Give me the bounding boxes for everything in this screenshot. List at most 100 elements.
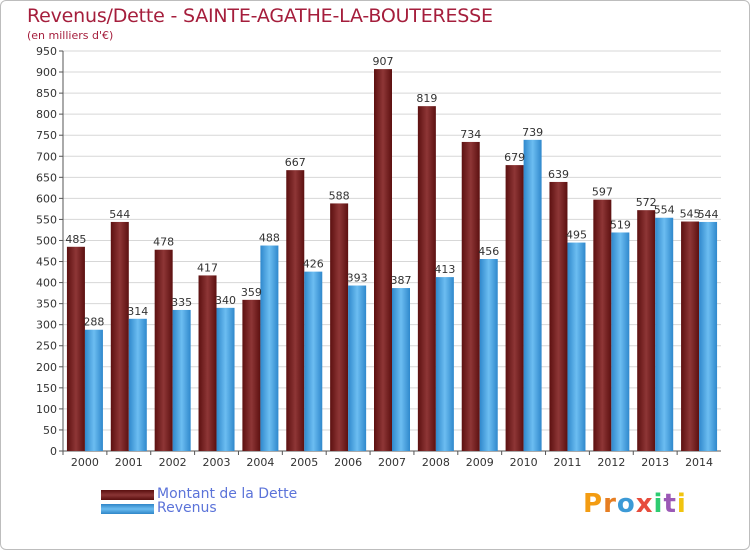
data-label-dette: 588 (329, 189, 350, 202)
data-label-dette: 819 (416, 92, 437, 105)
data-labels: 485 288 544 314 478 335 417 340 359 488 667 426 588 3… (65, 55, 718, 329)
y-tick-label: 150 (36, 382, 57, 395)
bar-revenus (216, 307, 235, 451)
data-label-dette: 679 (504, 151, 525, 164)
logo-letter: P (583, 489, 604, 519)
bar-revenus (479, 259, 498, 451)
y-tick-label: 900 (36, 66, 57, 79)
data-label-dette: 572 (636, 196, 657, 209)
legend-swatch-revenus (101, 504, 154, 514)
data-label-dette: 478 (153, 236, 174, 249)
data-label-revenus: 413 (434, 263, 455, 276)
x-tick-label: 2001 (115, 456, 143, 469)
bars (66, 69, 718, 452)
y-tick-label: 700 (36, 150, 57, 163)
data-label-dette: 907 (373, 55, 394, 68)
y-tick-label: 800 (36, 108, 57, 121)
chart-title: Revenus/Dette - SAINTE-AGATHE-LA-BOUTERE… (27, 5, 493, 27)
chart-subtitle: (en milliers d'€) (27, 29, 114, 42)
x-tick-label: 2012 (597, 456, 625, 469)
data-label-dette: 417 (197, 261, 218, 274)
bar-dette (593, 199, 612, 451)
y-tick-label: 300 (36, 319, 57, 332)
bar-dette (154, 249, 173, 451)
x-tick-label: 2005 (290, 456, 318, 469)
y-tick-label: 500 (36, 234, 57, 247)
bar-revenus (655, 217, 674, 451)
bar-revenus (611, 232, 630, 451)
data-label-revenus: 387 (391, 274, 412, 287)
data-label-revenus: 495 (566, 229, 587, 242)
bar-dette (198, 275, 217, 451)
bar-dette (110, 221, 129, 451)
logo-letter: i (676, 489, 687, 519)
y-tick-label: 450 (36, 256, 57, 269)
bar-dette (66, 246, 85, 451)
logo-letter: o (616, 489, 636, 519)
bar-revenus (392, 288, 410, 451)
x-tick-label: 2011 (553, 456, 581, 469)
x-tick-label: 2000 (71, 456, 99, 469)
y-tick-label: 400 (36, 277, 57, 290)
data-label-dette: 485 (65, 233, 86, 246)
x-tick-label: 2009 (466, 456, 494, 469)
data-label-dette: 667 (285, 156, 306, 169)
y-tick-label: 950 (36, 45, 57, 58)
data-label-revenus: 554 (654, 204, 675, 217)
axes: 0 50 100 150 200 250 300 350 400 450 500 550 600 650 7… (36, 45, 721, 469)
y-tick-label: 600 (36, 192, 57, 205)
logo-letter: i (653, 489, 664, 519)
bar-revenus (172, 309, 191, 451)
bar-dette (681, 221, 700, 451)
y-tick-label: 650 (36, 171, 57, 184)
y-tick-label: 100 (36, 403, 57, 416)
bar-dette (374, 69, 392, 452)
x-tick-label: 2003 (203, 456, 231, 469)
data-label-revenus: 488 (259, 232, 280, 245)
bar-dette (461, 141, 480, 451)
y-tick-label: 550 (36, 213, 57, 226)
y-tick-label: 850 (36, 87, 57, 100)
data-label-revenus: 393 (347, 272, 368, 285)
y-tick-label: 750 (36, 129, 57, 142)
data-label-dette: 544 (109, 208, 130, 221)
bar-dette (286, 170, 305, 451)
data-label-revenus: 340 (215, 294, 236, 307)
data-label-revenus: 519 (610, 218, 631, 231)
x-tick-label: 2006 (334, 456, 362, 469)
x-tick-label: 2008 (422, 456, 450, 469)
bar-revenus (523, 139, 542, 451)
bar-revenus (699, 221, 718, 451)
y-tick-label: 0 (50, 445, 57, 458)
bar-dette (242, 299, 261, 451)
bar-dette (330, 203, 349, 451)
bar-revenus (304, 271, 323, 451)
bar-revenus (348, 285, 367, 451)
bar-revenus (260, 245, 279, 451)
y-tick-label: 50 (43, 424, 57, 437)
x-tick-label: 2013 (641, 456, 669, 469)
data-label-dette: 359 (241, 286, 262, 299)
data-label-revenus: 426 (303, 258, 324, 271)
bar-revenus (84, 329, 103, 451)
proxiti-logo: Proxiti (583, 489, 687, 519)
data-label-dette: 734 (460, 128, 481, 141)
data-label-revenus: 739 (522, 126, 543, 139)
x-tick-label: 2014 (685, 456, 713, 469)
x-tick-label: 2004 (246, 456, 274, 469)
y-tick-label: 250 (36, 340, 57, 353)
bar-dette (549, 181, 568, 451)
bar-dette (417, 106, 436, 451)
data-label-dette: 639 (548, 168, 569, 181)
logo-letter: r (603, 489, 617, 519)
data-label-revenus: 456 (478, 245, 499, 258)
x-tick-label: 2002 (159, 456, 187, 469)
legend-label-revenus: Revenus (157, 500, 217, 516)
bar-revenus (128, 318, 147, 451)
bar-revenus (567, 242, 586, 451)
logo-letter: t (663, 489, 677, 519)
data-label-revenus: 314 (127, 305, 148, 318)
data-label-revenus: 544 (698, 208, 719, 221)
